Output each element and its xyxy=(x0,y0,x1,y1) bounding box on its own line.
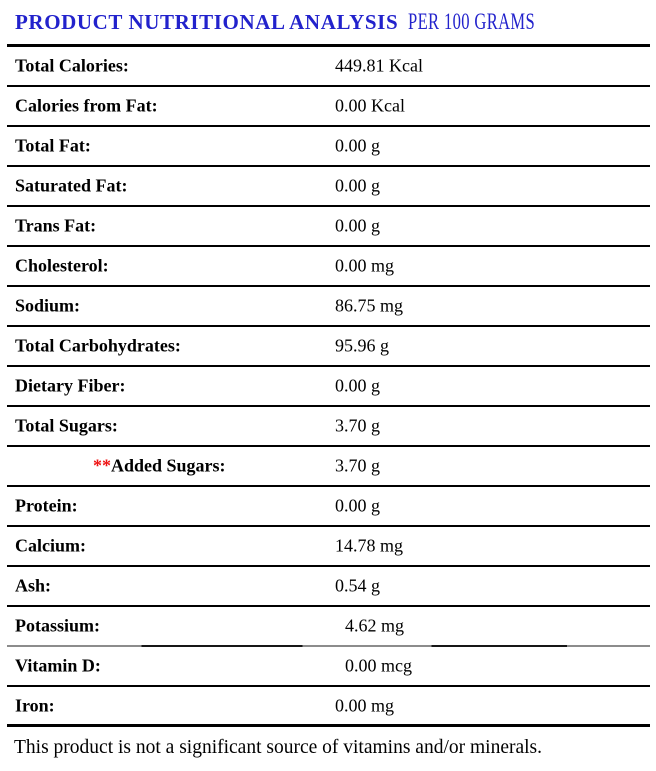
table-row: Ash: 0.54 g xyxy=(7,567,650,607)
row-label: **Added Sugars: xyxy=(93,455,226,476)
table-row: Calories from Fat: 0.00 Kcal xyxy=(7,87,650,127)
row-value: 0.00 mg xyxy=(335,695,395,715)
row-label: Vitamin D: xyxy=(15,655,101,676)
row-label: Total Sugars: xyxy=(15,415,118,436)
table-row: Total Sugars: 3.70 g xyxy=(7,407,650,447)
row-label: Saturated Fat: xyxy=(15,175,128,196)
row-value: 0.54 g xyxy=(335,575,380,596)
row-value: 3.70 g xyxy=(335,415,380,436)
row-value: 0.00 g xyxy=(335,495,380,516)
nutrition-table-body: Total Calories: 449.81 Kcal Calories from … xyxy=(7,47,650,727)
row-value: 0.00 g xyxy=(335,215,380,236)
row-value: 3.70 g xyxy=(335,455,380,476)
row-label: Total Fat: xyxy=(15,135,91,156)
table-row: Vitamin D: 0.00 mcg xyxy=(7,647,650,687)
table-row: Saturated Fat: 0.00 g xyxy=(7,167,650,207)
row-label: Iron: xyxy=(15,695,55,715)
table-row: Calcium: 14.78 mg xyxy=(7,527,650,567)
row-value: 14.78 mg xyxy=(335,535,404,556)
added-sugars-asterisks: ** xyxy=(93,455,111,476)
row-label: Dietary Fiber: xyxy=(15,375,126,396)
table-row: **Added Sugars: 3.70 g xyxy=(7,447,650,487)
row-value: 0.00 Kcal xyxy=(335,95,405,116)
row-label: Calories from Fat: xyxy=(15,95,158,116)
table-row: Trans Fat: 0.00 g xyxy=(7,207,650,247)
row-label: Total Carbohydrates: xyxy=(15,335,181,356)
row-value: 0.00 g xyxy=(335,375,380,396)
row-label: Sodium: xyxy=(15,295,81,316)
row-value: 95.96 g xyxy=(335,335,389,356)
table-row: Sodium: 86.75 mg xyxy=(7,287,650,327)
row-label: Trans Fat: xyxy=(15,215,97,236)
page-title: PRODUCT NUTRITIONAL ANALYSIS xyxy=(15,9,399,34)
table-row: Protein: 0.00 g xyxy=(7,487,650,527)
table-row: Total Calories: 449.81 Kcal xyxy=(7,47,650,87)
row-value: 0.00 mcg xyxy=(345,655,412,676)
row-value: 86.75 mg xyxy=(335,295,404,316)
table-row: Total Carbohydrates: 95.96 g xyxy=(7,327,650,367)
row-label: Cholesterol: xyxy=(15,255,109,276)
row-label: Protein: xyxy=(15,495,78,516)
table-row: Dietary Fiber: 0.00 g xyxy=(7,367,650,407)
table-row: Iron: 0.00 mg xyxy=(7,687,650,727)
table-header: PRODUCT NUTRITIONAL ANALYSIS PER 100 GRA… xyxy=(7,0,650,47)
row-value: 0.00 g xyxy=(335,135,380,156)
nutrition-analysis-sheet: PRODUCT NUTRITIONAL ANALYSIS PER 100 GRA… xyxy=(7,0,650,759)
row-label: Total Calories: xyxy=(15,55,129,76)
page-title-suffix: PER 100 GRAMS xyxy=(408,9,536,34)
row-label: Potassium: xyxy=(15,615,100,636)
row-value: 0.00 g xyxy=(335,175,380,196)
row-label: Ash: xyxy=(15,575,52,596)
table-row: Potassium: 4.62 mg xyxy=(7,607,650,647)
row-value: 449.81 Kcal xyxy=(335,55,423,76)
footer-note: This product is not a significant source… xyxy=(14,737,543,758)
row-value: 0.00 mg xyxy=(335,255,395,276)
row-label: Calcium: xyxy=(15,535,86,556)
table-row: Total Fat: 0.00 g xyxy=(7,127,650,167)
table-row: Cholesterol: 0.00 mg xyxy=(7,247,650,287)
row-value: 4.62 mg xyxy=(345,615,405,636)
